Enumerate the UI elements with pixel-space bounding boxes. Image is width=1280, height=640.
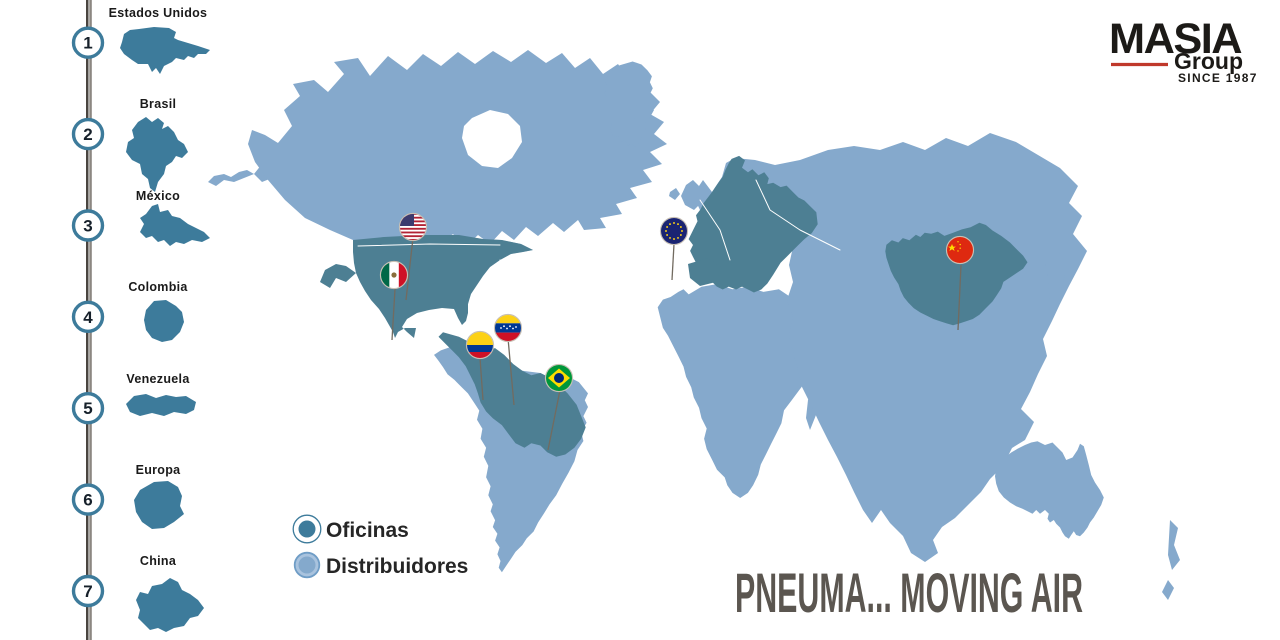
svg-text:SINCE 1987: SINCE 1987: [1178, 71, 1258, 85]
svg-text:Oficinas: Oficinas: [326, 519, 409, 542]
svg-text:5: 5: [83, 399, 92, 418]
svg-text:Distribuidores: Distribuidores: [326, 555, 468, 578]
svg-text:Estados Unidos: Estados Unidos: [109, 6, 208, 20]
svg-text:PNEUMA... MOVING AIR: PNEUMA... MOVING AIR: [735, 561, 1083, 624]
svg-text:Europa: Europa: [136, 463, 182, 477]
svg-text:4: 4: [83, 308, 93, 327]
svg-text:2: 2: [83, 125, 92, 144]
svg-text:México: México: [136, 189, 180, 203]
svg-text:Brasil: Brasil: [140, 97, 177, 111]
svg-text:China: China: [140, 554, 177, 568]
svg-text:6: 6: [83, 491, 92, 510]
svg-text:Colombia: Colombia: [128, 280, 188, 294]
svg-text:Venezuela: Venezuela: [126, 372, 190, 386]
svg-text:7: 7: [83, 582, 92, 601]
svg-text:1: 1: [83, 34, 92, 53]
svg-text:3: 3: [83, 217, 92, 236]
